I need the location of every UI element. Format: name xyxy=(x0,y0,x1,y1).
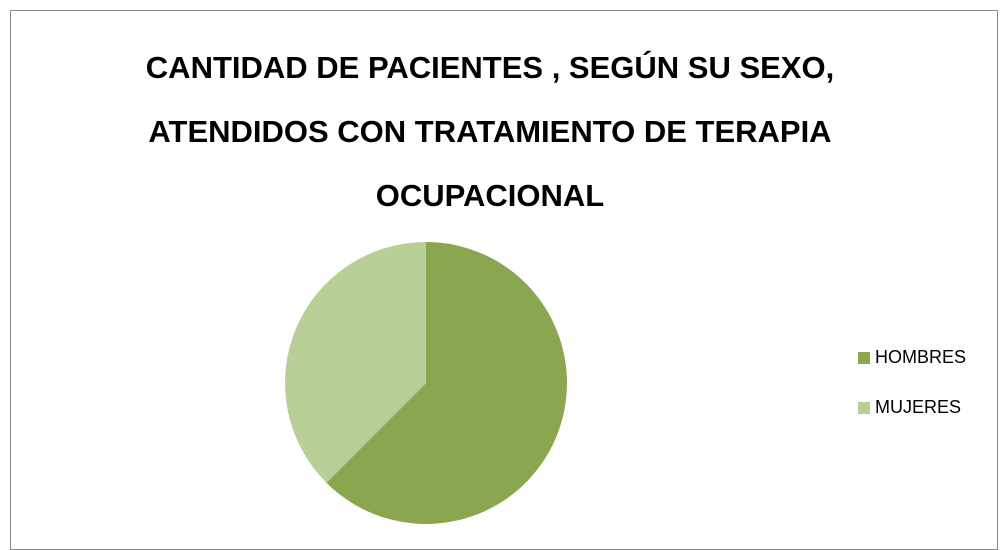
chart-title: CANTIDAD DE PACIENTES , SEGÚN SU SEXO, A… xyxy=(145,50,835,213)
legend-swatch xyxy=(858,352,870,364)
legend-label: HOMBRES xyxy=(875,347,966,367)
pie-slice xyxy=(285,242,426,483)
legend-swatch xyxy=(858,402,870,414)
pie-slice xyxy=(326,242,568,524)
legend-label: MUJERES xyxy=(875,397,961,417)
